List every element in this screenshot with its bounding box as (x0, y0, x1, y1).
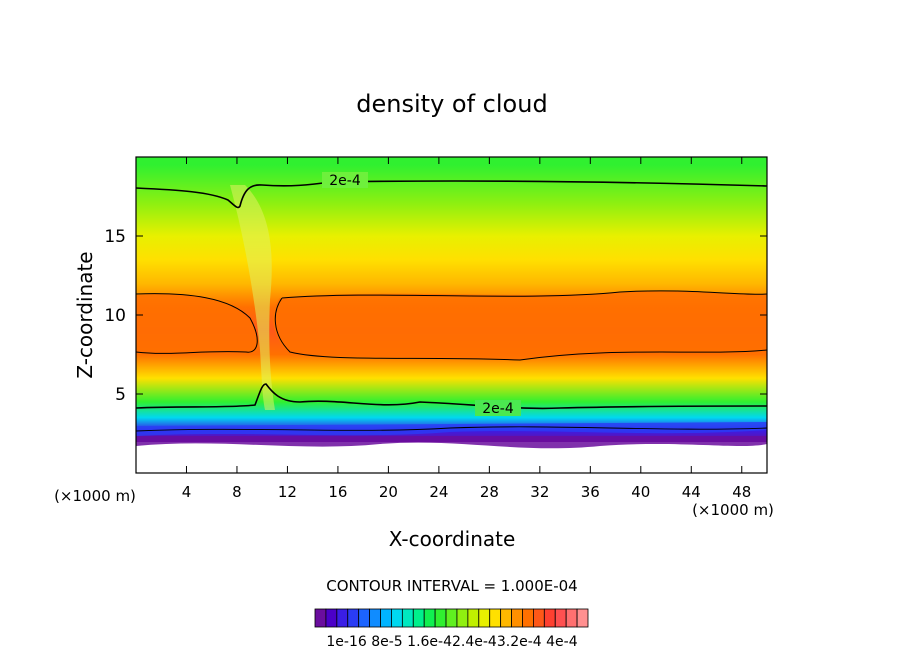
colorbar-swatch-22 (554, 608, 567, 628)
contour-middle-main (274, 290, 767, 361)
contour-upper (136, 180, 767, 209)
x-tick-label-1: 8 (232, 483, 242, 501)
colorbar-swatch-16 (489, 608, 502, 628)
contour-label-lower: 2e-4 (482, 401, 514, 417)
y-tick-label-2: 15 (104, 227, 126, 247)
colorbar-swatch-8 (401, 608, 414, 628)
colorbar (314, 608, 589, 628)
colorbar-swatch-21 (543, 608, 556, 628)
colorbar-label-5: 4e-4 (546, 634, 578, 650)
plot-area: 2e-4 2e-4 (136, 157, 767, 473)
colorbar-swatch-7 (391, 608, 403, 628)
x-tick-label-4: 20 (379, 483, 398, 501)
colorbar-swatch-10 (423, 608, 436, 628)
colorbar-swatch-5 (369, 608, 381, 628)
colorbar-swatch-2 (336, 608, 349, 628)
cloud-base-band (136, 436, 767, 449)
colorbar-swatch-24 (576, 608, 589, 628)
colorbar-swatch-1 (325, 608, 338, 628)
contour-interval-text: CONTOUR INTERVAL = 1.000E-04 (326, 577, 577, 595)
colorbar-swatch-13 (456, 608, 469, 628)
downdraft-plume (230, 185, 275, 410)
x-tick-label-3: 16 (328, 483, 347, 501)
orange-core-main (273, 290, 767, 360)
colorbar-swatch-17 (500, 608, 512, 628)
contour-label-upper: 2e-4 (329, 173, 361, 189)
colorbar-swatch-0 (314, 608, 327, 628)
x-tick-label-11: 48 (732, 483, 751, 501)
colorbar-swatch-14 (467, 608, 480, 628)
contour-middle-left (136, 293, 258, 354)
x-tick-label-0: 4 (182, 483, 192, 501)
colorbar-swatch-11 (434, 608, 447, 628)
y-tick-label-0: 5 (115, 385, 126, 405)
chart-title: density of cloud (356, 90, 547, 118)
clear-air-region (136, 442, 767, 473)
contour-label-bg-lower (475, 400, 521, 416)
x-unit-left: (×1000 m) (54, 487, 136, 505)
colorbar-swatch-12 (445, 608, 458, 628)
x-tick-label-9: 40 (631, 483, 650, 501)
contour-label-bg-upper (322, 172, 368, 188)
colorbar-swatch-6 (380, 608, 392, 628)
y-axis-label: Z-coordinate (73, 251, 97, 378)
x-unit-right: (×1000 m) (692, 501, 774, 519)
colorbar-swatch-18 (511, 608, 523, 628)
x-tick-label-8: 36 (581, 483, 600, 501)
colorbar-label-4: 3.2e-4 (497, 634, 542, 650)
x-axis-label: X-coordinate (389, 527, 516, 551)
x-tick-label-5: 24 (429, 483, 448, 501)
colorbar-swatch-15 (478, 608, 491, 628)
colorbar-swatch-4 (358, 608, 370, 628)
colorbar-label-3: 2.4e-4 (452, 634, 497, 650)
blue-band (136, 422, 767, 436)
contour-lower (136, 383, 767, 410)
colorbar-tick-labels: 1e-16 8e-5 1.6e-42.4e-43.2e-4 4e-4 (326, 634, 577, 650)
y-tick-label-1: 10 (104, 306, 126, 326)
x-tick-label-6: 28 (480, 483, 499, 501)
colorbar-label-0: 1e-16 (326, 634, 366, 650)
colorbar-swatch-9 (412, 608, 425, 628)
colorbar-label-1: 8e-5 (371, 634, 402, 650)
x-tick-label-7: 32 (530, 483, 549, 501)
orange-core-left (136, 293, 259, 353)
x-tick-label-2: 12 (278, 483, 297, 501)
colorbar-swatch-23 (565, 608, 578, 628)
colorbar-swatch-3 (347, 608, 360, 628)
colorbar-label-2: 1.6e-4 (407, 634, 452, 650)
contour-base (136, 426, 767, 432)
colorbar-swatch-19 (522, 608, 534, 628)
colorbar-swatch-20 (533, 608, 545, 628)
x-tick-label-10: 44 (682, 483, 701, 501)
